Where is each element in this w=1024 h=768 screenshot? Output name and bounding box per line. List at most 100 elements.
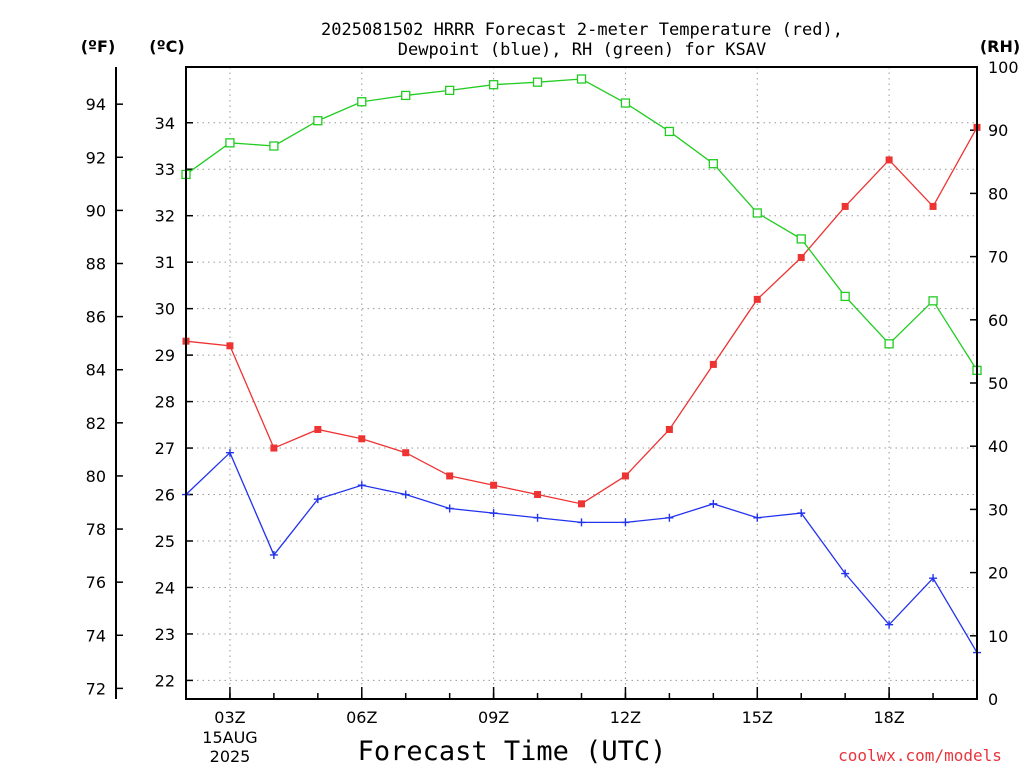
x-tick-label: 03Z (214, 708, 245, 727)
rh-point (313, 116, 323, 126)
rh-tick-label: 30 (988, 500, 1008, 519)
celsius-tick-label: 30 (155, 300, 175, 319)
rh-point (884, 339, 894, 349)
plot-frame (185, 66, 978, 700)
rh-tick-label: 60 (988, 311, 1008, 330)
celsius-tick-label: 27 (155, 439, 175, 458)
fahrenheit-tick-label: 78 (86, 520, 106, 539)
rh-point (532, 77, 543, 87)
rh-point (225, 138, 235, 148)
celsius-tick-label: 24 (155, 578, 175, 597)
temperature-point (534, 491, 542, 499)
temperature-point (709, 360, 717, 368)
fahrenheit-tick-label: 82 (86, 414, 106, 433)
celsius-tick-label: 31 (155, 253, 175, 272)
dewpoint-point (841, 569, 850, 578)
rh-tick-label: 40 (988, 437, 1008, 456)
dewpoint-point (665, 513, 674, 522)
rh-tick-label: 100 (988, 58, 1019, 77)
temperature-point (446, 472, 454, 480)
fahrenheit-tick-label: 84 (86, 361, 106, 380)
series-lines (181, 74, 982, 657)
fahrenheit-tick-label: 74 (86, 626, 106, 645)
rh-point (840, 291, 850, 302)
dewpoint-point (489, 509, 498, 518)
rh-point (928, 296, 938, 306)
rh-point (796, 234, 806, 244)
dewpoint-point (885, 620, 894, 629)
rh-point (445, 85, 455, 96)
rh-tick-label: 50 (988, 374, 1008, 393)
fahrenheit-unit-label: (ºF) (81, 37, 116, 56)
celsius-tick-label: 26 (155, 486, 175, 505)
fahrenheit-tick-label: 90 (86, 201, 106, 220)
chart-subtitle: Dewpoint (blue), RH (green) for KSAV (398, 40, 766, 60)
rh-point (488, 80, 499, 90)
temperature-line (185, 127, 978, 505)
x-tick-label: 06Z (346, 708, 377, 727)
temperature-point (621, 472, 629, 480)
dewpoint-point (929, 574, 938, 583)
rh-point (576, 74, 587, 84)
temperature-point (841, 202, 849, 210)
dewpoint-line (185, 451, 978, 653)
rh-tick-label: 90 (988, 121, 1008, 140)
temperature-point (797, 254, 805, 262)
date-label-year: 2025 (210, 747, 251, 766)
rh-tick-label: 70 (988, 248, 1008, 267)
temperature-point (753, 295, 761, 303)
dewpoint-point (709, 499, 718, 508)
celsius-tick-label: 23 (155, 625, 175, 644)
fahrenheit-tick-label: 72 (86, 679, 106, 698)
dewpoint-point (313, 495, 322, 504)
x-tick-label: 15Z (742, 708, 773, 727)
gridlines (186, 67, 977, 699)
date-label-day: 15AUG (202, 728, 257, 747)
dewpoint-point (577, 518, 586, 527)
fahrenheit-tick-label: 76 (86, 573, 106, 592)
celsius-tick-label: 33 (155, 160, 175, 179)
temperature-point (578, 500, 585, 508)
rh-tick-label: 10 (988, 627, 1008, 646)
dewpoint-point (797, 509, 806, 518)
rh-point (357, 97, 367, 107)
temperature-point (929, 202, 937, 210)
temperature-point (402, 449, 410, 457)
celsius-tick-label: 22 (155, 671, 175, 690)
axes: 94 92 90 88 86 84 82 80 78 76 74 72 34 33 32 31 30 29 28 27… (86, 58, 1019, 727)
dewpoint-point (357, 481, 366, 490)
x-tick-label: 09Z (478, 708, 509, 727)
temperature-point (885, 156, 893, 164)
celsius-tick-label: 29 (155, 346, 175, 365)
temperature-point (490, 481, 498, 489)
temperature-point (270, 444, 278, 452)
celsius-tick-label: 25 (155, 532, 175, 551)
fahrenheit-tick-label: 80 (86, 467, 106, 486)
fahrenheit-tick-label: 88 (86, 255, 106, 274)
rh-point (708, 159, 718, 169)
temperature-point (226, 342, 234, 350)
dewpoint-point (621, 518, 630, 527)
rh-point (664, 126, 675, 137)
watermark: coolwx.com/models (838, 746, 1002, 765)
rh-point (620, 98, 631, 108)
fahrenheit-tick-label: 92 (86, 148, 106, 167)
celsius-tick-label: 32 (155, 207, 175, 226)
temperature-point (358, 435, 366, 443)
x-tick-label: 18Z (873, 708, 904, 727)
rh-unit-label: (RH) (980, 37, 1020, 56)
rh-point (752, 208, 762, 218)
dewpoint-point (445, 504, 454, 513)
rh-point (401, 90, 411, 101)
chart-title: 2025081502 HRRR Forecast 2-meter Tempera… (321, 20, 843, 40)
dewpoint-point (401, 490, 410, 499)
rh-tick-label: 80 (988, 184, 1008, 203)
x-tick-label: 12Z (610, 708, 641, 727)
rh-tick-label: 0 (988, 690, 998, 709)
temperature-point (314, 425, 322, 433)
celsius-tick-label: 34 (155, 114, 175, 133)
dewpoint-point (225, 448, 234, 457)
dewpoint-point (533, 513, 542, 522)
fahrenheit-tick-label: 94 (86, 95, 106, 114)
